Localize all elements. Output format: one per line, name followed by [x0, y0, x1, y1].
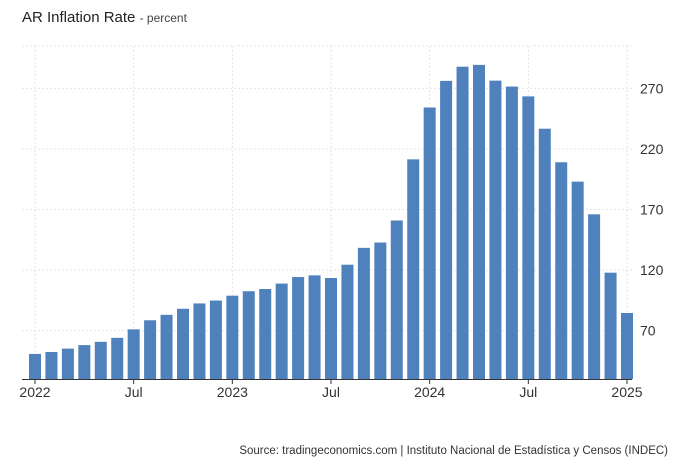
chart-title: AR Inflation Rate - percent — [22, 9, 187, 26]
tick-labels: 70 120 170 220 270 2022 Jul 2023 Jul 2024 Jul 2025 — [19, 80, 663, 400]
bar-2023-09[interactable] — [357, 247, 370, 379]
bar-2025-01[interactable] — [621, 313, 633, 379]
bar-2024-05[interactable] — [489, 80, 502, 379]
bar-2024-09[interactable] — [555, 162, 568, 379]
y-tick-label: 70 — [640, 323, 656, 339]
bar-2022-09[interactable] — [160, 314, 173, 379]
bar-2022-12[interactable] — [209, 300, 222, 379]
bar-2022-06[interactable] — [111, 337, 124, 379]
bar-2024-03[interactable] — [456, 66, 469, 379]
bar-2024-06[interactable] — [505, 86, 518, 379]
bar-2022-01[interactable] — [29, 353, 41, 379]
chart-title-text: AR Inflation Rate — [22, 9, 136, 26]
x-tick-label: 2025 — [611, 384, 642, 400]
x-tick-label: 2022 — [19, 384, 50, 400]
bar-2024-02[interactable] — [440, 80, 453, 380]
bar-2024-12[interactable] — [604, 272, 617, 379]
bar-2022-10[interactable] — [177, 308, 189, 379]
bar-2022-05[interactable] — [94, 341, 107, 379]
bar-2024-04[interactable] — [473, 64, 485, 379]
axes — [22, 379, 632, 384]
bars — [29, 64, 633, 380]
x-tick-label: Jul — [322, 384, 340, 400]
bar-2023-01[interactable] — [226, 295, 239, 379]
bar-2023-06[interactable] — [308, 275, 321, 379]
bar-2023-07[interactable] — [325, 278, 337, 379]
bar-2023-02[interactable] — [242, 291, 255, 379]
bar-2024-07[interactable] — [522, 96, 535, 380]
bar-2023-12[interactable] — [407, 159, 420, 379]
chart-subtitle: - percent — [139, 11, 187, 25]
bar-2023-03[interactable] — [259, 289, 272, 379]
bar-2022-03[interactable] — [61, 348, 74, 379]
bar-2024-08[interactable] — [538, 128, 551, 379]
bar-2022-04[interactable] — [78, 345, 91, 379]
bar-2023-11[interactable] — [390, 220, 403, 379]
bar-2023-05[interactable] — [292, 277, 305, 379]
bar-2024-01[interactable] — [423, 107, 436, 379]
bar-2022-02[interactable] — [45, 351, 58, 379]
x-tick-label: Jul — [519, 384, 537, 400]
y-tick-label: 170 — [640, 201, 664, 217]
bar-2022-11[interactable] — [193, 303, 206, 379]
bar-2022-08[interactable] — [144, 320, 157, 379]
x-tick-label: 2023 — [217, 384, 248, 400]
x-tick-label: 2024 — [414, 384, 445, 400]
y-tick-label: 220 — [640, 141, 664, 157]
x-tick-label: Jul — [125, 384, 143, 400]
y-tick-label: 120 — [640, 262, 664, 278]
bar-2024-11[interactable] — [588, 214, 601, 379]
source-note: Source: tradingeconomics.com | Instituto… — [239, 445, 668, 457]
bar-2024-10[interactable] — [571, 181, 584, 379]
bar-2023-10[interactable] — [374, 242, 387, 379]
bar-2022-07[interactable] — [127, 329, 140, 379]
y-tick-label: 270 — [640, 80, 664, 96]
bar-2023-08[interactable] — [341, 264, 354, 379]
bar-2023-04[interactable] — [275, 283, 288, 379]
